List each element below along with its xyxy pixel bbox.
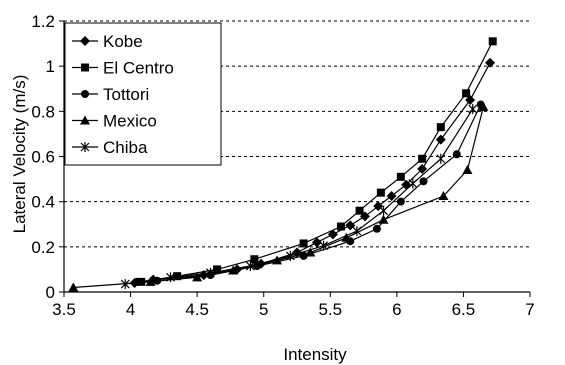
data-point <box>327 229 338 240</box>
data-point <box>336 222 345 231</box>
data-point <box>120 279 130 290</box>
legend-marker <box>81 90 89 98</box>
data-point <box>305 247 316 257</box>
data-point <box>417 163 428 174</box>
data-point <box>436 123 445 132</box>
legend-marker <box>80 36 90 46</box>
series-group <box>68 37 497 292</box>
y-tick-label: 1 <box>46 57 55 76</box>
x-tick-label: 6 <box>392 300 401 319</box>
data-point <box>145 276 156 286</box>
legend-label: Tottori <box>103 85 149 104</box>
legend-item: El Centro <box>72 59 174 78</box>
data-point <box>285 250 295 261</box>
data-point <box>438 191 449 201</box>
x-tick-label: 4 <box>126 300 135 319</box>
data-point <box>245 261 255 272</box>
legend-label: Mexico <box>103 112 157 131</box>
data-point <box>228 265 239 275</box>
series-mexico <box>68 101 489 292</box>
data-point <box>462 89 471 98</box>
data-point <box>435 134 446 145</box>
x-tick-label: 5 <box>259 300 268 319</box>
y-axis-label: Lateral Velocity (m/s) <box>10 75 29 234</box>
data-point <box>299 239 308 248</box>
data-point <box>213 265 222 274</box>
axes <box>59 20 531 297</box>
data-point <box>372 224 381 233</box>
data-point <box>485 57 496 68</box>
legend-label: Kobe <box>103 32 143 51</box>
data-point <box>345 220 356 231</box>
data-point <box>488 37 497 46</box>
data-point <box>396 172 405 181</box>
x-tick-label: 5.5 <box>318 300 342 319</box>
series-chiba <box>120 104 478 290</box>
y-tick-label: 0 <box>46 283 55 302</box>
legend-item: Chiba <box>72 138 148 157</box>
data-point <box>376 188 385 197</box>
data-point <box>465 95 476 106</box>
x-tick-label: 6.5 <box>452 300 476 319</box>
data-point <box>468 104 478 115</box>
data-point <box>272 255 283 265</box>
data-point <box>452 150 461 159</box>
legend-marker <box>80 115 90 125</box>
data-point <box>478 101 489 111</box>
x-tick-label: 7 <box>525 300 534 319</box>
x-tick-label: 4.5 <box>185 300 209 319</box>
legend-marker <box>80 142 90 152</box>
data-point <box>192 272 203 282</box>
data-point <box>341 232 352 242</box>
data-point <box>319 240 329 251</box>
data-point <box>408 178 418 189</box>
data-point <box>355 206 364 215</box>
data-point <box>436 153 446 164</box>
data-point <box>250 255 259 264</box>
legend-label: El Centro <box>103 59 174 78</box>
data-point <box>352 226 362 237</box>
data-point <box>206 267 215 278</box>
data-point <box>418 154 427 163</box>
y-tick-label: 0.6 <box>31 148 55 167</box>
data-point <box>419 177 428 186</box>
legend-item: Kobe <box>72 32 143 51</box>
data-point <box>378 214 389 224</box>
legend-marker <box>81 63 89 72</box>
y-tick-label: 0.4 <box>31 193 55 212</box>
data-point <box>379 205 388 216</box>
legend-item: Tottori <box>72 85 149 104</box>
data-point <box>166 272 175 283</box>
y-tick-label: 0.2 <box>31 238 55 257</box>
legend: Kobe El Centro Tottori Mexico Chiba <box>64 22 222 166</box>
legend-item: Mexico <box>72 112 157 131</box>
data-point <box>68 282 79 292</box>
y-tick-label: 1.2 <box>31 12 55 31</box>
data-point <box>462 165 473 175</box>
y-tick-labels: 0 0.2 0.4 0.6 0.8 1 1.2 <box>31 12 55 302</box>
data-point <box>396 197 405 206</box>
x-axis-label: Intensity <box>283 345 347 364</box>
x-tick-label: 3.5 <box>52 300 76 319</box>
data-point <box>311 237 322 248</box>
legend-label: Chiba <box>103 138 148 157</box>
data-point <box>386 191 397 202</box>
x-tick-labels: 3.5 4 4.5 5 5.5 6 6.5 7 <box>52 300 535 319</box>
y-tick-label: 0.8 <box>31 102 55 121</box>
